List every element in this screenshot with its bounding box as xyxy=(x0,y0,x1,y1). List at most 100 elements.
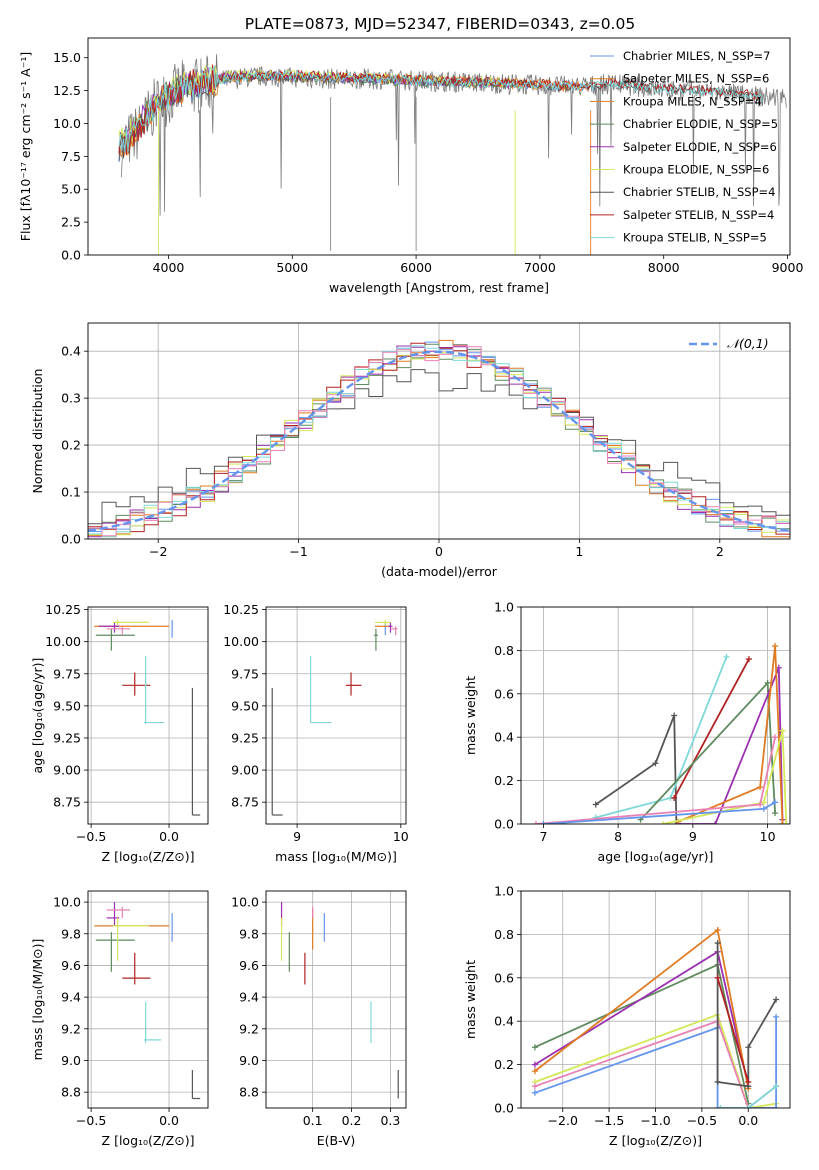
legend-entry: Chabrier STELIB, N_SSP=4 xyxy=(623,185,775,199)
legend-entry: Chabrier ELODIE, N_SSP=5 xyxy=(623,117,778,131)
x-tick-label: 5000 xyxy=(276,260,308,275)
x-axis-label: Z [log₁₀(Z/Z⊙)] xyxy=(609,1133,702,1148)
x-tick-label: −0.5 xyxy=(76,1113,106,1128)
axes-frame xyxy=(87,322,791,540)
x-tick-label: 8000 xyxy=(648,260,680,275)
legend: Chabrier MILES, N_SSP=7 Salpeter MILES, N… xyxy=(590,49,778,245)
normal-reference-curve xyxy=(88,350,790,532)
weight-marker xyxy=(532,821,539,824)
y-tick-label: 10.00 xyxy=(223,634,259,649)
x-tick-label: 10 xyxy=(393,829,409,844)
y-tick-label: 0.6 xyxy=(494,686,514,701)
y-tick-label: 10.0 xyxy=(231,895,259,910)
x-axis-label: wavelength [Angstrom, rest frame] xyxy=(329,280,549,295)
axes-frame xyxy=(265,606,407,825)
x-tick-label: 2 xyxy=(716,544,724,559)
y-axis-label: age [log₁₀(age/yr)] xyxy=(30,658,45,774)
weight-marker xyxy=(531,1083,538,1090)
y-tick-label: 10.25 xyxy=(223,602,259,617)
weight-marker xyxy=(714,1078,721,1085)
plot-area xyxy=(88,323,790,539)
y-tick-label: 9.8 xyxy=(61,926,81,941)
y-tick-label: 0.0 xyxy=(494,817,514,832)
y-tick-label: 10.0 xyxy=(53,895,81,910)
weight-marker xyxy=(772,643,779,650)
legend-entry: Kroupa ELODIE, N_SSP=6 xyxy=(623,163,769,177)
x-axis-label: mass [log₁₀(M/M⊙)] xyxy=(275,849,397,864)
weight-marker xyxy=(714,927,721,934)
y-tick-label: 10.0 xyxy=(53,116,81,131)
weight-marker xyxy=(671,794,678,801)
x-tick-label: 8 xyxy=(614,829,622,844)
weight-marker xyxy=(659,821,666,824)
weight-line-2 xyxy=(673,658,750,799)
y-tick-label: 2.5 xyxy=(61,215,81,230)
y-tick-label: 0.3 xyxy=(61,391,81,406)
y-tick-label: 0.8 xyxy=(494,927,514,942)
weight-marker xyxy=(531,1068,538,1075)
x-axis-label: age [log₁₀(age/yr)] xyxy=(598,849,714,864)
y-tick-label: 9.25 xyxy=(231,730,259,745)
x-tick-label: 0.0 xyxy=(738,1113,758,1128)
histogram-step-5 xyxy=(88,369,790,525)
y-tick-label: 0.4 xyxy=(494,1014,514,1029)
y-tick-label: 7.5 xyxy=(61,149,81,164)
plot-area xyxy=(266,607,406,824)
x-tick-label: 9 xyxy=(293,829,301,844)
y-tick-label: 8.75 xyxy=(231,795,259,810)
x-tick-label: −0.5 xyxy=(687,1113,717,1128)
weight-marker xyxy=(745,1105,752,1108)
x-tick-label: 1 xyxy=(575,544,583,559)
weight-line-0 xyxy=(595,715,678,824)
weight-line-3 xyxy=(534,1013,777,1108)
y-tick-label: 9.50 xyxy=(53,698,81,713)
weight-marker xyxy=(531,1061,538,1068)
legend-entry: Salpeter STELIB, N_SSP=4 xyxy=(623,208,774,222)
weight-marker xyxy=(773,1013,780,1020)
legend-entry: Kroupa STELIB, N_SSP=5 xyxy=(623,231,767,245)
y-tick-label: 9.2 xyxy=(239,1021,259,1036)
panel-mass_vs_ebv: 0.1 0.2 0.3 8.8 9.0 9.2 9.4 9.6 9.8 10.0 E(B-V) xyxy=(231,890,407,1148)
y-tick-label: 9.4 xyxy=(61,990,81,1005)
model-line-7 xyxy=(118,64,763,156)
x-tick-label: −1.0 xyxy=(640,1113,670,1128)
x-tick-label: 9000 xyxy=(772,260,804,275)
weight-marker xyxy=(757,801,764,808)
y-axis-label: Normed distribution xyxy=(30,369,45,494)
weight-marker xyxy=(772,810,779,817)
weight-marker xyxy=(760,799,767,806)
weight-marker xyxy=(652,760,659,767)
y-tick-label: 0.2 xyxy=(494,773,514,788)
y-tick-label: 0.4 xyxy=(61,344,81,359)
x-tick-label: −1 xyxy=(289,544,307,559)
y-tick-label: 9.6 xyxy=(61,958,81,973)
x-tick-label: 9 xyxy=(689,829,697,844)
legend-entry: 𝒩(0,1) xyxy=(727,336,769,351)
x-tick-label: −0.5 xyxy=(76,829,106,844)
weight-marker xyxy=(723,653,730,660)
plot-area xyxy=(88,891,208,1108)
y-tick-label: 10.25 xyxy=(45,602,81,617)
y-tick-label: 9.50 xyxy=(231,698,259,713)
weight-line-7 xyxy=(716,977,750,1083)
legend: 𝒩(0,1) xyxy=(689,336,769,351)
plot-area xyxy=(521,891,790,1108)
weight-marker xyxy=(714,974,721,981)
y-tick-label: 0.2 xyxy=(494,1057,514,1072)
plot-area xyxy=(88,607,208,824)
weight-line-0 xyxy=(534,963,750,1104)
weight-line-1 xyxy=(534,950,750,1087)
weight-marker xyxy=(772,734,779,741)
y-tick-label: 9.2 xyxy=(61,1021,81,1036)
model-line-8 xyxy=(118,66,763,153)
weight-marker xyxy=(671,712,678,719)
x-tick-label: 4000 xyxy=(153,260,185,275)
x-axis-label: Z [log₁₀(Z/Z⊙)] xyxy=(102,1133,195,1148)
x-axis-label: (data-model)/error xyxy=(381,564,498,579)
x-tick-label: 0.0 xyxy=(159,1113,179,1128)
weight-marker xyxy=(779,821,786,824)
y-tick-label: 0.4 xyxy=(494,730,514,745)
weight-marker xyxy=(531,1044,538,1051)
y-tick-label: 0.0 xyxy=(494,1101,514,1116)
